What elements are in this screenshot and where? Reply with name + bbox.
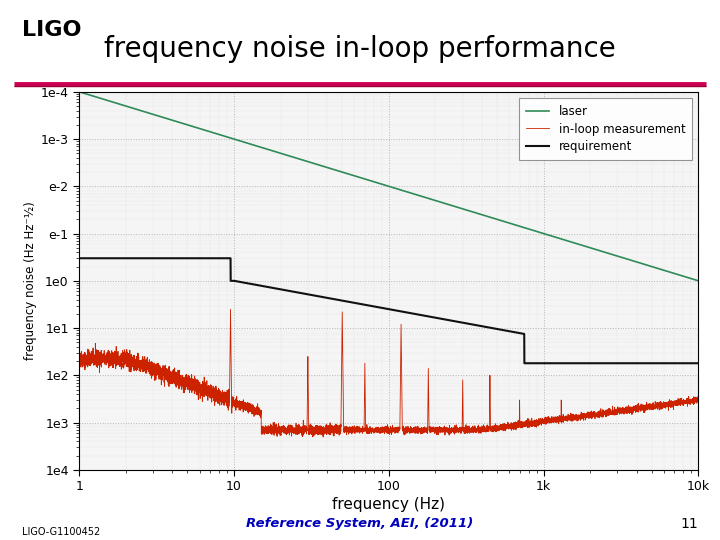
requirement xyxy=(468,321,477,328)
in-loop measurement xyxy=(469,425,477,431)
in-loop measurement xyxy=(319,434,328,440)
Text: LIGO-G1100452: LIGO-G1100452 xyxy=(22,527,100,537)
requirement xyxy=(567,360,576,367)
laser xyxy=(567,239,575,245)
Text: LIGO: LIGO xyxy=(22,19,81,40)
laser xyxy=(694,278,703,284)
Text: 11: 11 xyxy=(680,517,698,531)
laser xyxy=(468,208,477,215)
in-loop measurement xyxy=(441,425,450,431)
in-loop measurement xyxy=(226,306,235,313)
Text: frequency noise in-loop performance: frequency noise in-loop performance xyxy=(104,35,616,63)
Y-axis label: frequency noise (Hz Hz⁻½): frequency noise (Hz Hz⁻½) xyxy=(24,201,37,360)
laser xyxy=(299,157,307,164)
laser xyxy=(75,89,84,95)
in-loop measurement xyxy=(567,417,576,423)
X-axis label: frequency (Hz): frequency (Hz) xyxy=(333,497,445,512)
requirement xyxy=(106,255,114,261)
in-loop measurement xyxy=(75,354,84,360)
Line: requirement: requirement xyxy=(79,258,698,363)
requirement xyxy=(520,360,528,367)
requirement xyxy=(75,255,84,261)
Text: Reference System, AEI, (2011): Reference System, AEI, (2011) xyxy=(246,517,474,530)
in-loop measurement xyxy=(534,418,543,425)
in-loop measurement xyxy=(694,394,703,400)
in-loop measurement xyxy=(106,356,114,362)
laser xyxy=(441,200,450,207)
Legend: laser, in-loop measurement, requirement: laser, in-loop measurement, requirement xyxy=(518,98,693,160)
laser xyxy=(106,98,114,105)
in-loop measurement xyxy=(299,422,307,429)
Line: in-loop measurement: in-loop measurement xyxy=(79,309,698,437)
requirement xyxy=(534,360,543,367)
requirement xyxy=(441,316,450,323)
laser xyxy=(534,228,543,235)
requirement xyxy=(694,360,703,367)
requirement xyxy=(299,291,307,297)
Line: laser: laser xyxy=(79,92,698,281)
